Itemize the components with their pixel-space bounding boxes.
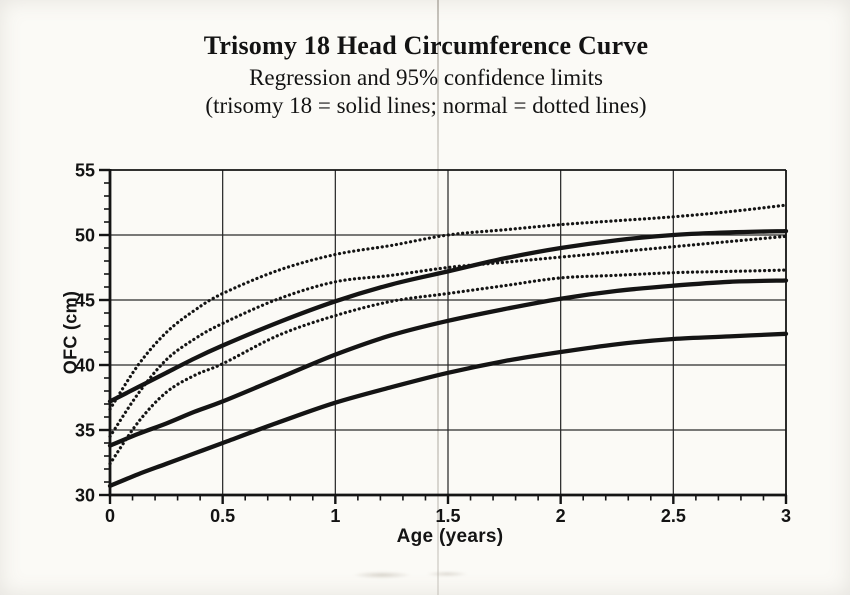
x-tick-label-3: 3 — [781, 506, 791, 526]
chart-title: Trisomy 18 Head Circumference Curve — [203, 31, 649, 60]
y-tick-label-40: 40 — [75, 356, 95, 376]
y-tick-label-55: 55 — [75, 161, 95, 181]
curve-normal-upper-95 — [108, 203, 788, 411]
y-tick-label-50: 50 — [75, 226, 95, 246]
x-tick-label-2: 2 — [556, 506, 566, 526]
scan-crease-line — [437, 0, 439, 595]
x-tick-label-0: 0 — [105, 506, 115, 526]
x-tick-label-2.5: 2.5 — [661, 506, 686, 526]
curve-trisomy18-upper-95 — [107, 228, 789, 404]
curve-trisomy18-lower-95 — [107, 331, 789, 489]
chart-title-block: Trisomy 18 Head Circumference Curve Regr… — [0, 30, 850, 119]
x-tick-label-0.5: 0.5 — [210, 506, 235, 526]
curve-trisomy18-regression-mean — [107, 278, 789, 448]
curve-normal-lower-95 — [108, 268, 788, 466]
curve-normal-regression-mean — [108, 234, 788, 439]
x-tick-label-1: 1 — [330, 506, 340, 526]
y-tick-label-30: 30 — [75, 486, 95, 506]
chart-subtitle: Regression and 95% confidence limits — [249, 65, 603, 90]
x-tick-label-1.5: 1.5 — [435, 506, 460, 526]
x-axis-title: Age (years) — [396, 526, 504, 547]
y-tick-label-35: 35 — [75, 421, 95, 441]
scan-bleedthrough-smudge — [352, 567, 482, 583]
y-tick-label-45: 45 — [75, 291, 95, 311]
chart-legend-note: (trisomy 18 = solid lines; normal = dott… — [205, 93, 647, 118]
